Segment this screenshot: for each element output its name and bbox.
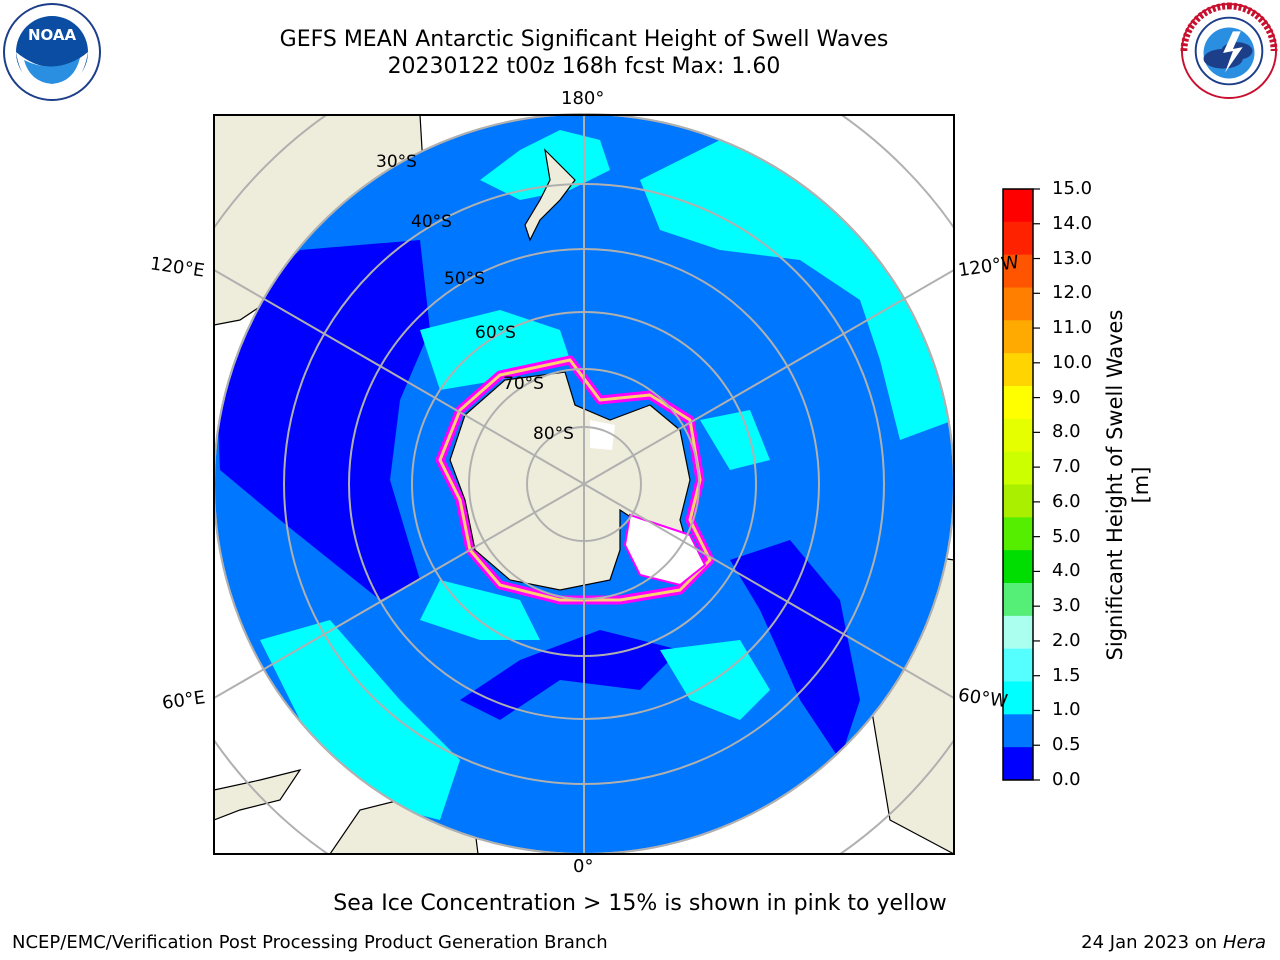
colorbar-segment	[1003, 451, 1033, 485]
colorbar-tick-label: 11.0	[1052, 317, 1093, 339]
africa-landmass	[214, 769, 302, 821]
lat-label-80s: 80°S	[533, 424, 574, 444]
ice-shelf-weddell	[623, 513, 707, 587]
lat-label-60s: 60°S	[475, 323, 516, 343]
longitude-gridlines	[214, 115, 954, 854]
colorbar-segment	[1003, 681, 1033, 715]
low-swell-atlantic	[460, 630, 680, 720]
colorbar-segment	[1003, 615, 1033, 650]
colorbar-tick-label: 4.0	[1052, 560, 1081, 582]
footer-host: Hera	[1222, 932, 1266, 953]
colorbar-segment	[1003, 747, 1033, 781]
colorbar-segment	[1003, 189, 1033, 223]
mid-swell-southern	[420, 580, 540, 640]
colorbar-segment	[1003, 517, 1033, 551]
colorbar-segment	[1003, 583, 1033, 617]
colorbar-label: Significant Height of Swell Waves [m]	[1103, 309, 1153, 661]
lon-label-180: 180°	[561, 88, 605, 109]
colorbar-segment	[1003, 418, 1033, 453]
colorbar-tick-label: 10.0	[1052, 351, 1093, 373]
mid-swell-sw	[260, 620, 460, 820]
colorbar-tick-label: 7.0	[1052, 456, 1081, 478]
colorbar-tick-label: 12.0	[1052, 282, 1093, 304]
footer-date: 24 Jan 2023 on Hera	[1081, 932, 1266, 953]
colorbar	[1003, 189, 1033, 781]
colorbar-segment	[1003, 254, 1033, 288]
new-zealand	[524, 148, 576, 242]
map-frame	[213, 114, 955, 855]
colorbar-tick-label: 14.0	[1052, 212, 1093, 234]
colorbar-tick-label: 0.0	[1052, 769, 1081, 790]
colorbar-tick-label: 8.0	[1052, 421, 1081, 443]
sea-ice-caption: Sea Ice Concentration > 15% is shown in …	[333, 891, 947, 916]
colorbar-segment	[1003, 320, 1033, 354]
low-swell-drake	[730, 540, 860, 760]
chart-title: GEFS MEAN Antarctic Significant Height o…	[279, 27, 889, 52]
colorbar-tick-label: 3.0	[1052, 595, 1081, 617]
colorbar-segment	[1003, 550, 1033, 584]
colorbar-tick-label: 2.0	[1052, 629, 1081, 651]
colorbar-tick-label: 6.0	[1052, 490, 1081, 512]
colorbar-segment	[1003, 386, 1033, 420]
colorbar-tick-label: 9.0	[1052, 386, 1081, 408]
colorbar-segment	[1003, 714, 1033, 748]
colorbar-segment	[1003, 287, 1033, 321]
lat-label-70s: 70°S	[503, 374, 544, 394]
lon-label-0: 0°	[573, 856, 594, 877]
colorbar-segment	[1003, 484, 1033, 518]
svg-text:NOAA: NOAA	[28, 26, 77, 44]
colorbar-tick-label: 5.0	[1052, 525, 1081, 547]
colorbar-tick-label: 15.0	[1052, 178, 1093, 199]
sea-ice-rim-inner	[438, 358, 712, 602]
footer-date-text: 24 Jan 2023 on	[1081, 932, 1223, 953]
colorbar-tick-label: 1.5	[1052, 664, 1081, 686]
mid-swell-pacific-2	[480, 130, 610, 200]
colorbar-segment	[1003, 648, 1033, 682]
lat-label-50s: 50°S	[444, 269, 485, 289]
colorbar-segment	[1003, 221, 1033, 256]
noaa-logo: NOAA	[3, 3, 101, 101]
footer-credit: NCEP/EMC/Verification Post Processing Pr…	[12, 932, 608, 953]
colorbar-tick-label: 1.0	[1052, 699, 1081, 721]
colorbar-tick-label: 0.5	[1052, 734, 1081, 756]
national-weather-service-logo	[1180, 2, 1278, 100]
lat-label-30s: 30°S	[376, 152, 417, 172]
colorbar-tick-label: 13.0	[1052, 247, 1093, 269]
low-swell-indian-ocean	[214, 240, 430, 600]
lat-label-40s: 40°S	[411, 212, 452, 232]
mid-swell-east	[700, 410, 770, 470]
colorbar-segment	[1003, 353, 1033, 387]
chart-subtitle: 20230122 t00z 168h fcst Max: 1.60	[387, 54, 781, 79]
